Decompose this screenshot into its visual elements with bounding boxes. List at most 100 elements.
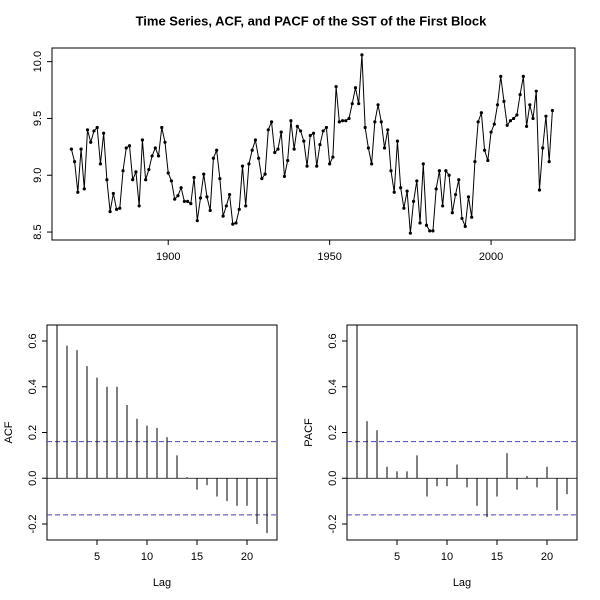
data-point [140, 138, 144, 142]
data-point [85, 128, 90, 132]
data-point [476, 120, 480, 124]
data-point [253, 138, 257, 142]
data-point [505, 123, 509, 127]
y-tick-label: 0.2 [327, 425, 339, 440]
data-point [531, 116, 535, 121]
x-tick-label: 10 [441, 551, 453, 563]
data-point [234, 221, 238, 225]
data-point [431, 229, 435, 233]
data-point [321, 129, 325, 133]
x-tick-label: 2000 [479, 251, 503, 263]
data-point [273, 150, 277, 155]
data-point [324, 125, 329, 130]
data-point [499, 74, 503, 79]
data-point [386, 128, 390, 132]
data-point [108, 209, 112, 214]
y-tick-label: 0.4 [27, 379, 39, 394]
data-point [544, 114, 548, 118]
x-axis-label: Lag [153, 577, 171, 589]
data-point [353, 86, 358, 90]
x-tick-label: 5 [94, 551, 100, 563]
data-point [79, 147, 83, 151]
data-point [437, 169, 442, 173]
x-tick-label: 20 [241, 551, 253, 563]
x-tick-label: 15 [191, 551, 203, 563]
data-point [72, 160, 77, 164]
data-point [428, 229, 432, 233]
data-point [483, 148, 487, 152]
data-point [173, 197, 177, 201]
data-point [179, 186, 183, 190]
data-point [127, 144, 132, 148]
data-point [289, 119, 293, 123]
data-point [518, 92, 522, 97]
y-tick-label: 0.6 [27, 333, 39, 348]
data-point [198, 196, 203, 200]
data-point [402, 206, 406, 210]
data-point [95, 125, 99, 130]
data-point [131, 178, 135, 182]
data-point [508, 119, 513, 123]
plot-frame [51, 47, 576, 241]
data-point [373, 120, 377, 124]
data-point [102, 131, 106, 135]
data-point [347, 116, 351, 121]
data-point [244, 204, 248, 208]
data-point [457, 178, 461, 182]
data-point [376, 103, 380, 107]
x-tick-label: 5 [394, 551, 400, 563]
data-point [279, 130, 283, 134]
data-point [189, 202, 193, 206]
data-point [357, 102, 361, 106]
data-point [105, 178, 109, 182]
data-point [124, 146, 128, 150]
data-point [337, 120, 341, 124]
data-point [231, 222, 235, 226]
data-point [311, 131, 316, 135]
data-point [224, 204, 228, 208]
data-point [247, 162, 251, 166]
data-point [192, 175, 196, 180]
y-tick-label: 0.2 [27, 425, 39, 440]
data-point [547, 160, 551, 164]
plot-frame [346, 324, 578, 541]
data-point [111, 191, 115, 196]
data-point [411, 199, 416, 203]
data-point [382, 146, 387, 150]
data-point [137, 204, 141, 208]
y-tick-label: 0.0 [27, 471, 39, 486]
data-point [202, 172, 206, 176]
y-axis-label: PACF [303, 418, 315, 447]
data-point [344, 119, 348, 123]
figure-title: Time Series, ACF, and PACF of the SST of… [136, 13, 488, 28]
data-point [492, 122, 496, 126]
data-point [415, 179, 419, 183]
y-tick-label: 9.5 [32, 111, 44, 126]
data-point [434, 187, 438, 191]
y-tick-label: -0.2 [27, 515, 39, 534]
data-point [134, 170, 138, 174]
data-point [269, 120, 274, 124]
data-point [534, 89, 538, 93]
data-point [302, 139, 306, 143]
data-point [328, 162, 332, 166]
data-point [82, 187, 86, 191]
data-point [334, 85, 338, 89]
data-point [470, 215, 474, 219]
data-point [421, 162, 425, 166]
x-tick-label: 10 [141, 551, 153, 563]
y-tick-label: 0.4 [327, 379, 339, 394]
data-point [528, 103, 532, 107]
data-point [114, 207, 119, 211]
data-point [350, 102, 354, 106]
data-point [395, 139, 400, 143]
data-point [257, 156, 261, 160]
data-point [92, 129, 96, 133]
data-point [298, 129, 303, 133]
data-point [512, 116, 516, 121]
x-tick-label: 15 [491, 551, 503, 563]
data-point [195, 219, 199, 223]
data-point [450, 211, 454, 215]
y-axis-label: ACF [3, 421, 15, 443]
data-point [69, 147, 73, 151]
